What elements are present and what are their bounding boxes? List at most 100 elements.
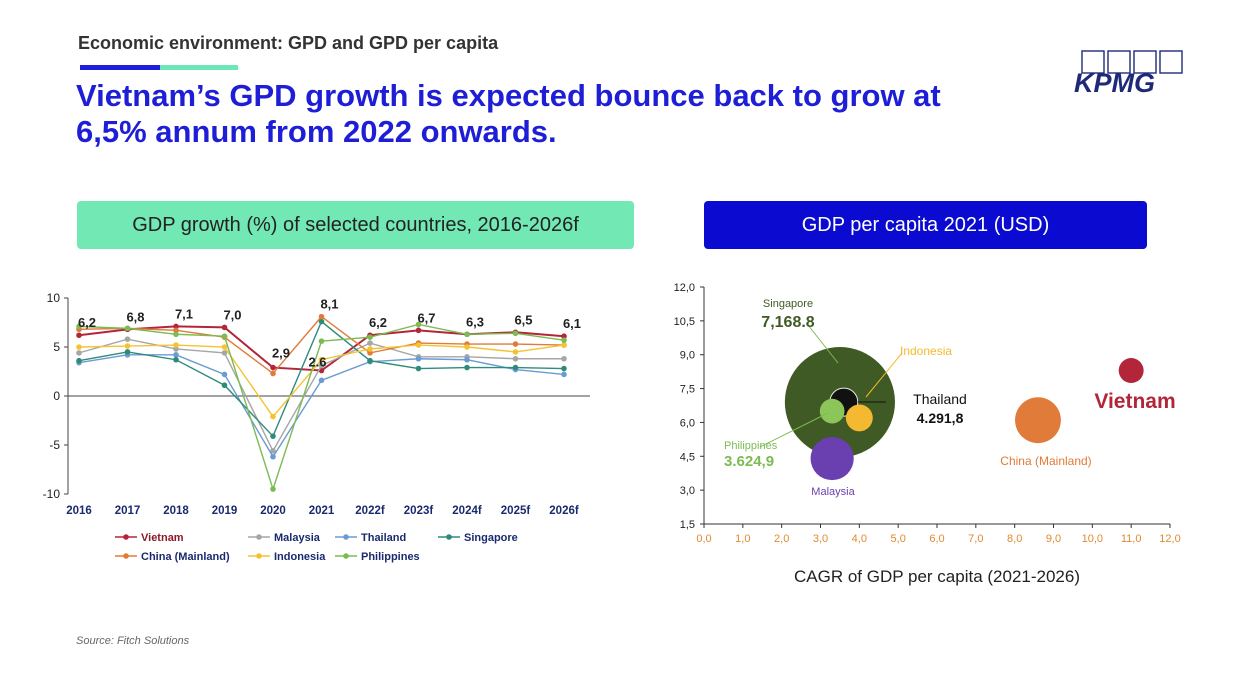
- leader-singapore: [807, 324, 839, 364]
- point-singapore: [221, 382, 228, 389]
- point-philippines: [415, 321, 422, 328]
- point-philippines: [173, 331, 179, 338]
- point-china-mainland: [367, 350, 373, 356]
- gdp-growth-title: GDP growth (%) of selected countries, 20…: [77, 201, 634, 249]
- point-thailand: [561, 371, 567, 378]
- bubble-label-philippines: 3.624,9: [724, 453, 774, 470]
- data-label: 8,1: [320, 297, 338, 312]
- bubble-china-mainland: [1015, 397, 1061, 444]
- point-indonesia: [270, 413, 276, 420]
- point-philippines: [367, 334, 373, 340]
- bubble-malaysia: [810, 436, 854, 481]
- point-malaysia: [512, 355, 519, 362]
- data-label: 2,9: [272, 346, 290, 361]
- point-indonesia: [318, 356, 325, 363]
- legend-marker-singapore: [446, 534, 452, 540]
- x-tick-label: 5,0: [891, 533, 906, 545]
- data-label: 6,1: [563, 316, 581, 331]
- point-singapore: [512, 364, 519, 371]
- data-label: 6,5: [514, 312, 532, 327]
- point-vietnam: [561, 333, 567, 340]
- x-tick-label: 2016: [66, 505, 92, 517]
- bubble-label-indonesia: Indonesia: [900, 344, 952, 358]
- data-label: 7,0: [223, 307, 241, 322]
- point-philippines: [76, 323, 82, 330]
- x-tick-label: 8,0: [1007, 533, 1022, 545]
- y-tick-label: 12,0: [674, 282, 695, 294]
- point-malaysia: [124, 336, 131, 342]
- legend-label-malaysia: Malaysia: [274, 532, 321, 544]
- y-tick-label: 4,5: [680, 451, 695, 463]
- point-indonesia: [512, 349, 519, 355]
- point-philippines: [464, 331, 470, 338]
- point-malaysia: [367, 340, 373, 346]
- y-tick-label: 7,5: [680, 384, 695, 396]
- legend-marker-vietnam: [123, 534, 129, 540]
- point-malaysia: [221, 350, 228, 356]
- point-china-mainland: [318, 313, 325, 320]
- y-tick-label: 10,5: [674, 316, 695, 328]
- point-philippines: [221, 333, 228, 340]
- data-label: 2.6: [308, 355, 326, 370]
- bubble-label-singapore: Singapore: [763, 298, 813, 310]
- bubble-label-singapore: 7,168.8: [761, 314, 814, 331]
- data-label: 6,2: [369, 315, 387, 330]
- bubble-philippines: [819, 398, 845, 424]
- x-tick-label: 2025f: [501, 505, 531, 517]
- legend-label-china-mainland: China (Mainland): [141, 551, 230, 563]
- title-accent-bar: [80, 65, 238, 70]
- svg-text:KPMG: KPMG: [1074, 68, 1155, 98]
- legend-marker-china-mainland: [123, 553, 129, 559]
- point-indonesia: [415, 342, 422, 348]
- x-axis-title: CAGR of GDP per capita (2021-2026): [794, 567, 1080, 586]
- bubble-label-philippines: Philippines: [724, 440, 778, 452]
- x-tick-label: 2023f: [404, 505, 434, 517]
- x-tick-label: 2022f: [355, 505, 385, 517]
- y-tick-label: 1,5: [680, 519, 695, 531]
- data-label: 6,7: [417, 310, 435, 325]
- bubble-label-vietnam: Vietnam: [1094, 390, 1175, 413]
- x-tick-label: 2,0: [774, 533, 789, 545]
- point-singapore: [173, 356, 179, 363]
- x-tick-label: 2026f: [549, 505, 579, 517]
- kpmg-logo: KPMG: [1074, 50, 1183, 98]
- y-tick-label: 10: [47, 291, 61, 305]
- bubble-indonesia: [845, 404, 873, 432]
- y-tick-label: -10: [43, 487, 61, 501]
- point-malaysia: [561, 355, 567, 362]
- point-philippines: [270, 486, 276, 492]
- point-singapore: [464, 364, 470, 371]
- legend-marker-indonesia: [256, 553, 262, 559]
- leader-indonesia: [865, 352, 903, 398]
- x-tick-label: 2019: [212, 505, 238, 517]
- point-singapore: [367, 357, 373, 364]
- point-malaysia: [270, 448, 276, 454]
- point-indonesia: [76, 344, 82, 350]
- y-tick-label: 6,0: [680, 417, 695, 429]
- y-tick-label: -5: [49, 438, 60, 452]
- page-headline: Vietnam’s GPD growth is expected bounce …: [76, 78, 941, 149]
- y-tick-label: 5: [53, 340, 60, 354]
- point-china-mainland: [270, 370, 276, 377]
- x-tick-label: 7,0: [968, 533, 983, 545]
- point-philippines: [318, 338, 325, 344]
- data-label: 6,3: [466, 314, 484, 329]
- point-philippines: [124, 325, 131, 332]
- x-tick-label: 11,0: [1121, 533, 1142, 545]
- point-indonesia: [221, 344, 228, 350]
- gdp-growth-line-chart: 10 5 0 -5 -10 2016 2017 2018 2019 2020 2021 2022f 20…: [43, 291, 590, 563]
- x-tick-label: 6,0: [929, 533, 944, 545]
- bubble-label-china-mainland: China (Mainland): [1000, 454, 1091, 468]
- legend-marker-philippines: [343, 553, 349, 559]
- x-tick-label: 4,0: [852, 533, 867, 545]
- x-tick-label: 12,0: [1159, 533, 1180, 545]
- source-note: Source: Fitch Solutions: [76, 635, 190, 647]
- point-malaysia: [173, 346, 179, 352]
- point-singapore: [561, 365, 567, 372]
- point-china-mainland: [173, 327, 179, 334]
- y-tick-label: 9,0: [680, 350, 695, 362]
- y-tick-label: 3,0: [680, 485, 695, 497]
- x-tick-label: 2018: [163, 505, 189, 517]
- x-tick-label: 10,0: [1082, 533, 1103, 545]
- x-tick-label: 3,0: [813, 533, 828, 545]
